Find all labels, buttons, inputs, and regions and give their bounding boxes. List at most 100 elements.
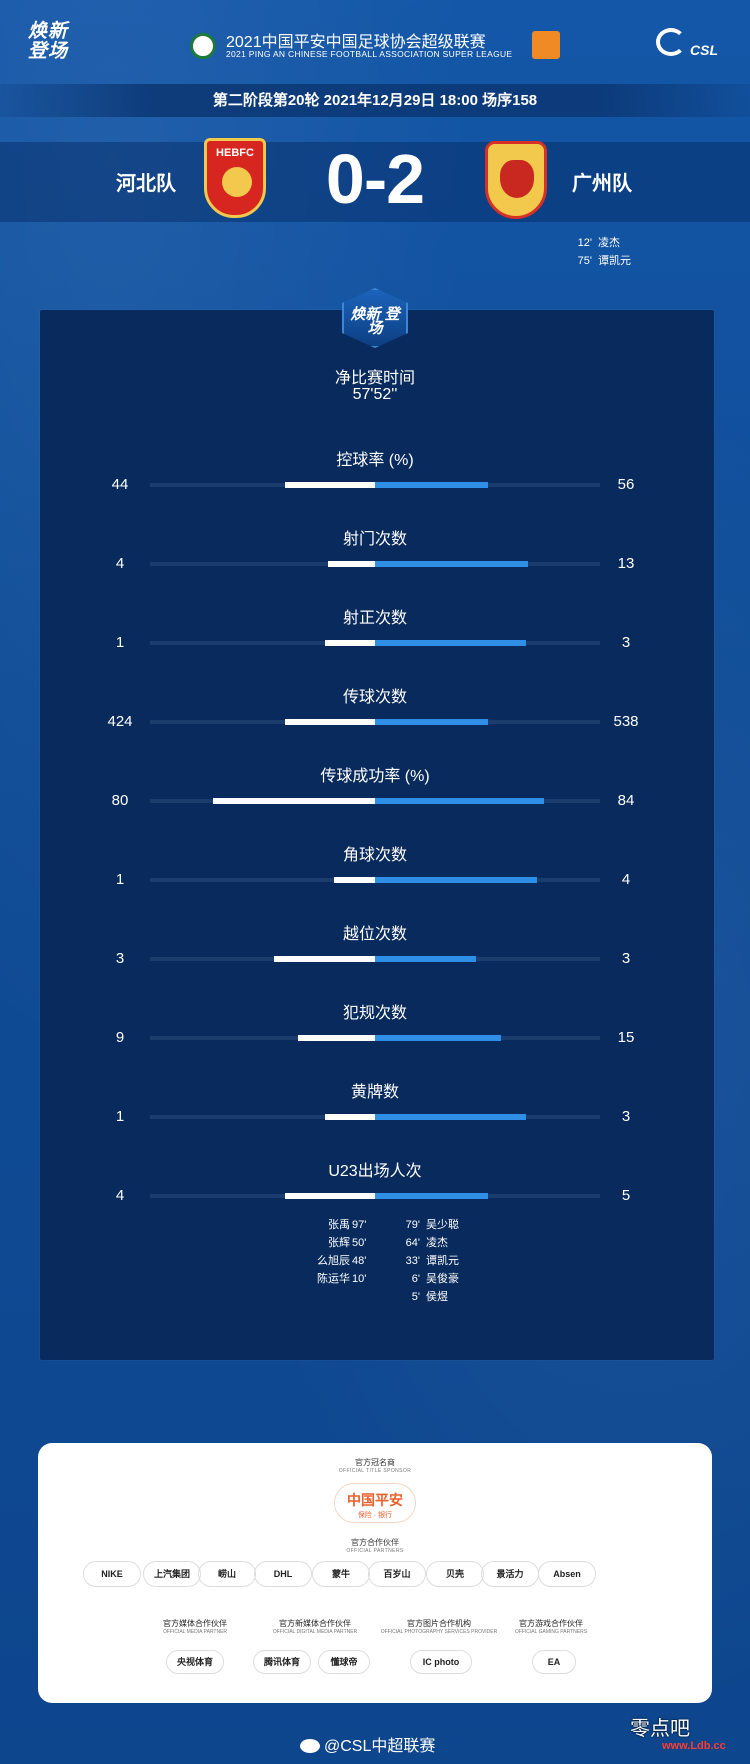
scorer-row: 75' 谭凯元 (570, 252, 631, 270)
score-band (0, 142, 750, 222)
stat-away-value: 13 (617, 555, 635, 572)
media-heading-cn: 官方图片合作机构 (407, 1619, 471, 1628)
csl-swirl-icon (656, 28, 686, 56)
stat-home-value: 44 (111, 476, 129, 493)
u23-player-minute: 79' (405, 1219, 420, 1231)
csl-logo-text: CSL (690, 42, 718, 58)
stat-home-bar (325, 1114, 375, 1120)
away-scorers: 12' 凌杰 75' 谭凯元 (570, 234, 631, 270)
u23-player-name: 侯煜 (426, 1291, 448, 1303)
stat-home-bar (285, 719, 375, 725)
partner-logo-saic[interactable]: 上汽集团 (143, 1561, 201, 1587)
emblem-text: 焕新 登场 (350, 306, 400, 337)
partners-heading-en: OFFICIAL PARTNERS (346, 1548, 404, 1554)
stat-away-value: 3 (621, 634, 631, 651)
stat-label: 射门次数 (342, 531, 407, 548)
weibo-icon (300, 1739, 320, 1753)
partners-heading: 官方合作伙伴 OFFICIAL PARTNERS (38, 1537, 712, 1554)
stat-away-bar (375, 640, 526, 646)
u23-player-minute: 97' (352, 1219, 367, 1231)
cfa-emblem-icon (190, 33, 216, 59)
net-time-label: 净比赛时间 (334, 370, 415, 387)
stat-home-bar (285, 1193, 375, 1199)
partner-logo-jinghuoli[interactable]: 景活力 (481, 1561, 539, 1587)
stat-home-value: 80 (111, 792, 129, 809)
ea-logo[interactable]: EA (532, 1650, 576, 1674)
league-title: 2021中国平安中国足球协会超级联赛 (226, 34, 486, 51)
photo-partner-heading: 官方图片合作机构 OFFICIAL PHOTOGRAPHY SERVICES P… (374, 1618, 504, 1635)
u23-player-minute: 10' (352, 1273, 367, 1285)
u23-away-minutes: 79' 64' 33' 6' 5' (392, 1216, 420, 1306)
stat-away-bar (375, 1035, 501, 1041)
media-heading-en: OFFICIAL MEDIA PARTNER (162, 1629, 228, 1635)
guangzhou-crest-icon (485, 141, 547, 219)
media-heading-en: OFFICIAL PHOTOGRAPHY SERVICES PROVIDER (380, 1629, 498, 1635)
gaming-partner-heading: 官方游戏合作伙伴 OFFICIAL GAMING PARTNERS (486, 1618, 616, 1635)
partner-logo-beike[interactable]: 贝壳 (426, 1561, 484, 1587)
stat-label: 黄牌数 (350, 1084, 399, 1101)
league-subtitle: 2021 PING AN CHINESE FOOTBALL ASSOCIATIO… (226, 49, 513, 59)
ping-an-badge-icon (532, 31, 560, 59)
stat-home-value: 3 (115, 950, 125, 967)
stat-home-value: 4 (115, 555, 125, 572)
cctv-sports-logo[interactable]: 央视体育 (166, 1650, 224, 1674)
u23-home-minutes: 97' 50' 48' 10' (352, 1216, 376, 1288)
stat-away-bar (375, 719, 488, 725)
home-crest-text: HEBFC (216, 147, 254, 159)
weibo-footer[interactable]: @CSL中超联赛 (300, 1732, 435, 1756)
u23-away-names: 吴少聪 凌杰 谭凯元 吴俊豪 侯煜 (426, 1216, 486, 1306)
stat-away-value: 3 (621, 1108, 631, 1125)
stat-home-value: 1 (115, 1108, 125, 1125)
stat-home-value: 4 (115, 1187, 125, 1204)
partner-logo-absen[interactable]: Absen (538, 1561, 596, 1587)
scorer-minute: 75' (577, 255, 592, 267)
stat-label: 越位次数 (342, 926, 407, 943)
stat-home-value: 1 (115, 634, 125, 651)
refresh-debut-emblem: 焕新 登场 (342, 288, 408, 348)
match-score: 0-2 (325, 140, 425, 218)
stat-away-value: 56 (617, 476, 635, 493)
stat-label: 犯规次数 (342, 1005, 407, 1022)
csl-logo: CSL (656, 26, 730, 60)
stat-home-value: 1 (115, 871, 125, 888)
sponsors-card: 官方冠名商 OFFICIAL TITLE SPONSOR 中国平安 保险 · 银… (38, 1443, 712, 1703)
stat-home-bar (298, 1035, 375, 1041)
stat-away-bar (375, 561, 528, 567)
u23-player-name: 么旭辰 (317, 1255, 350, 1267)
stat-home-bar (325, 640, 375, 646)
media-heading-cn: 官方新媒体合作伙伴 (279, 1619, 351, 1628)
partner-logo-nike[interactable]: NIKE (83, 1561, 141, 1587)
partner-logo-dhl[interactable]: DHL (254, 1561, 312, 1587)
ping-an-logo[interactable]: 中国平安 保险 · 银行 (334, 1483, 416, 1523)
partner-logo-baisuishan[interactable]: 百岁山 (368, 1561, 426, 1587)
partner-logo-mengniu[interactable]: 蒙牛 (312, 1561, 370, 1587)
u23-player-minute: 5' (411, 1291, 420, 1303)
stat-home-bar (334, 877, 375, 883)
ping-an-logo-text: 中国平安 (347, 1492, 403, 1508)
u23-player-name: 谭凯元 (426, 1255, 459, 1267)
weibo-handle: @CSL中超联赛 (324, 1738, 436, 1755)
dongqiudi-logo[interactable]: 懂球帝 (318, 1650, 370, 1674)
stat-label: 射正次数 (342, 610, 407, 627)
u23-player-minute: 48' (352, 1255, 367, 1267)
stat-away-bar (375, 1193, 488, 1199)
media-heading-en: OFFICIAL DIGITAL MEDIA PARTNER (272, 1629, 358, 1635)
stat-away-bar (375, 482, 488, 488)
tencent-sports-logo[interactable]: 腾讯体育 (253, 1650, 311, 1674)
watermark-url: www.Ldb.cc (662, 1740, 726, 1752)
refresh-debut-logo: 焕新 登场 (28, 21, 69, 62)
u23-player-minute: 33' (405, 1255, 420, 1267)
stat-away-value: 84 (617, 792, 635, 809)
stat-home-bar (328, 561, 375, 567)
ic-photo-logo[interactable]: IC photo (410, 1650, 472, 1674)
away-team-name: 广州队 (572, 173, 632, 195)
media-heading-en: OFFICIAL GAMING PARTNERS (514, 1629, 588, 1635)
title-sponsor-heading-cn: 官方冠名商 (355, 1458, 395, 1467)
dragon-icon (222, 167, 252, 197)
partner-logo-laoshan[interactable]: 崂山 (198, 1561, 256, 1587)
title-sponsor-heading-en: OFFICIAL TITLE SPONSOR (338, 1468, 412, 1474)
u23-player-minute: 50' (352, 1237, 367, 1249)
digital-media-partner-heading: 官方新媒体合作伙伴 OFFICIAL DIGITAL MEDIA PARTNER (250, 1618, 380, 1635)
u23-player-name: 陈运华 (317, 1273, 350, 1285)
stat-label: U23出场人次 (328, 1163, 422, 1180)
